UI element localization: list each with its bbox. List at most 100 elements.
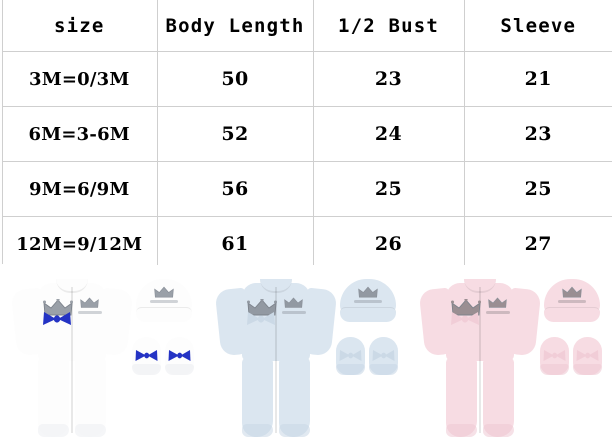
- romper-snap-placket: [275, 287, 277, 433]
- romper-leg-right: [483, 357, 514, 437]
- crown-icon-small: [284, 297, 303, 309]
- romper-foot-right: [279, 424, 310, 437]
- crown-icon: [43, 299, 73, 317]
- cell-sleeve: 21: [464, 51, 612, 107]
- cell-body-length: 50: [157, 51, 314, 107]
- cell-sleeve: 25: [464, 161, 612, 217]
- crown-icon: [154, 286, 174, 299]
- bow-icon: [246, 311, 276, 327]
- cell-sleeve: 27: [464, 216, 612, 272]
- bow-icon: [135, 349, 158, 362]
- romper-collar: [464, 279, 496, 293]
- bow-icon: [42, 311, 72, 327]
- crown-icon: [358, 286, 378, 299]
- size-chart-table-container: size Body Length 1/2 Bust Sleeve 3M=0/3M…: [0, 0, 612, 272]
- baby-hat: [544, 279, 600, 325]
- mitten-left: [540, 337, 569, 375]
- cell-size: 3M=0/3M: [2, 51, 158, 107]
- bow-icon: [543, 349, 566, 362]
- column-header-body-length: Body Length: [157, 0, 314, 52]
- mitten-right: [165, 337, 194, 375]
- mitten-cuff-left: [336, 364, 365, 375]
- embroidered-script-text: [78, 311, 102, 314]
- table-row: 3M=0/3M 50 23 21: [2, 51, 612, 107]
- romper-collar: [56, 279, 88, 293]
- crown-icon-small: [80, 297, 99, 309]
- cell-body-length: 52: [157, 106, 314, 162]
- cell-half-bust: 25: [313, 161, 465, 217]
- table-left-border: [2, 0, 3, 264]
- romper-foot-left: [446, 424, 477, 437]
- bow-icon: [168, 349, 191, 362]
- romper-leg-right: [75, 357, 106, 437]
- embroidered-script-text: [486, 311, 510, 314]
- cell-size: 6M=3-6M: [2, 106, 158, 162]
- romper-legs: [38, 357, 106, 437]
- cell-half-bust: 26: [313, 216, 465, 272]
- bow-icon: [339, 349, 362, 362]
- romper-leg-left: [38, 357, 69, 437]
- cell-body-length: 56: [157, 161, 314, 217]
- romper-foot-right: [483, 424, 514, 437]
- cell-size: 12M=9/12M: [2, 216, 158, 272]
- crown-icon: [451, 299, 481, 317]
- romper-snap-placket: [479, 287, 481, 433]
- romper-garment: [10, 273, 134, 441]
- baby-mittens: [336, 337, 400, 381]
- romper-collar: [260, 279, 292, 293]
- mitten-cuff-right: [573, 364, 602, 375]
- table-row: 9M=6/9M 56 25 25: [2, 161, 612, 217]
- romper-leg-right: [279, 357, 310, 437]
- product-image-strip: [0, 265, 612, 445]
- mitten-cuff-left: [132, 364, 161, 375]
- embroidered-script-text: [282, 311, 306, 314]
- cell-size: 9M=6/9M: [2, 161, 158, 217]
- table-header-row: size Body Length 1/2 Bust Sleeve: [2, 0, 612, 52]
- product-set-pink: [408, 265, 612, 445]
- mitten-cuff-right: [165, 364, 194, 375]
- romper-leg-left: [446, 357, 477, 437]
- romper-garment: [214, 273, 338, 441]
- romper-foot-left: [38, 424, 69, 437]
- romper-snap-placket: [71, 287, 73, 433]
- cell-half-bust: 23: [313, 51, 465, 107]
- baby-hat: [340, 279, 396, 325]
- column-header-size: size: [2, 0, 158, 52]
- romper-foot-right: [75, 424, 106, 437]
- romper-foot-left: [242, 424, 273, 437]
- mitten-left: [336, 337, 365, 375]
- romper-legs: [242, 357, 310, 437]
- product-set-blue: [204, 265, 408, 445]
- hat-embroidered-script: [354, 300, 382, 303]
- hat-embroidered-script: [558, 300, 586, 303]
- baby-hat: [136, 279, 192, 325]
- mitten-cuff-right: [369, 364, 398, 375]
- hat-brim: [544, 307, 600, 322]
- size-chart-table: size Body Length 1/2 Bust Sleeve 3M=0/3M…: [2, 0, 612, 272]
- column-header-half-bust: 1/2 Bust: [313, 0, 465, 52]
- crown-icon: [562, 286, 582, 299]
- crown-icon: [247, 299, 277, 317]
- romper-leg-left: [242, 357, 273, 437]
- hat-brim: [340, 307, 396, 322]
- column-header-sleeve: Sleeve: [464, 0, 612, 52]
- bow-icon: [450, 311, 480, 327]
- baby-mittens: [132, 337, 196, 381]
- cell-body-length: 61: [157, 216, 314, 272]
- cell-sleeve: 23: [464, 106, 612, 162]
- hat-brim: [136, 307, 192, 322]
- romper-garment: [418, 273, 542, 441]
- mitten-right: [369, 337, 398, 375]
- mitten-left: [132, 337, 161, 375]
- cell-half-bust: 24: [313, 106, 465, 162]
- mitten-cuff-left: [540, 364, 569, 375]
- product-set-white: [0, 265, 204, 445]
- crown-icon-small: [488, 297, 507, 309]
- romper-legs: [446, 357, 514, 437]
- baby-mittens: [540, 337, 604, 381]
- bow-icon: [372, 349, 395, 362]
- hat-embroidered-script: [150, 300, 178, 303]
- table-row: 12M=9/12M 61 26 27: [2, 216, 612, 272]
- mitten-right: [573, 337, 602, 375]
